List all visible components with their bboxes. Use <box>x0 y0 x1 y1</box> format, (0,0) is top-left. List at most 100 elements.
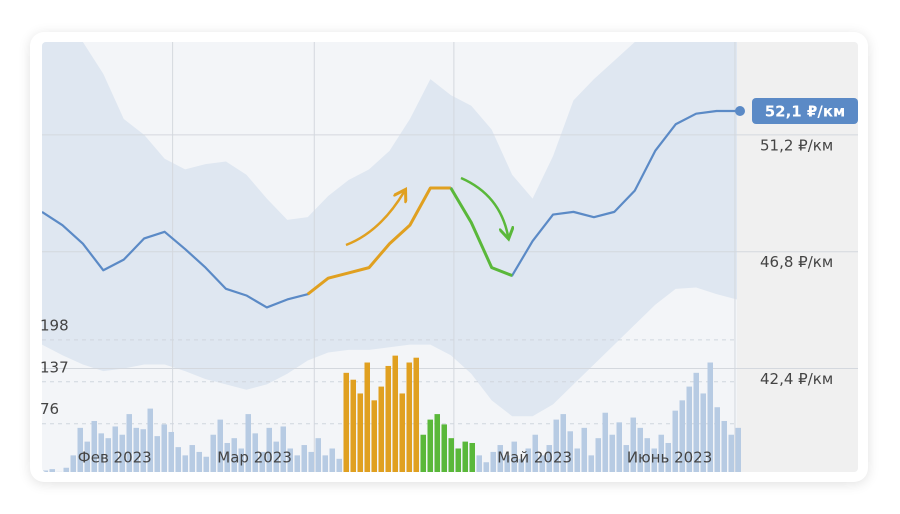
volume-bar <box>525 448 531 472</box>
volume-bar <box>588 455 594 472</box>
volume-bar <box>119 434 125 472</box>
down-arrow <box>460 176 508 236</box>
volume-bar <box>42 470 48 472</box>
volume-bar <box>49 469 55 472</box>
volume-bar <box>427 419 433 472</box>
volume-bar <box>378 386 384 472</box>
volume-bar <box>350 379 356 472</box>
volume-bar <box>434 414 440 472</box>
volume-bar <box>616 422 622 472</box>
volume-bar <box>672 410 678 472</box>
volume-bar <box>448 438 454 472</box>
last-label-box <box>752 98 858 125</box>
volume-bar <box>357 393 363 472</box>
volume-bar <box>637 427 643 472</box>
volume-bar <box>581 427 587 472</box>
volume-bar <box>665 442 671 472</box>
volume-bar <box>651 448 657 472</box>
x-tick-label: Фев 2023 <box>78 449 152 467</box>
volume-bar <box>490 451 496 472</box>
volume-bar <box>455 448 461 472</box>
volume-bar <box>420 434 426 472</box>
volume-bar <box>504 455 510 472</box>
volume-bar <box>595 438 601 472</box>
y2-tick-label: 76 <box>40 400 59 418</box>
volume-bar <box>175 447 181 472</box>
overlay: 51,2 ₽/км 46,8 ₽/км 42,4 ₽/км 198 137 76 Фев 2… <box>40 98 858 467</box>
volume-bar <box>532 434 538 472</box>
volume-bar <box>371 400 377 472</box>
volume-bar <box>728 434 734 472</box>
volume-bar <box>602 412 608 472</box>
band <box>42 42 737 417</box>
volume-bar <box>518 458 524 472</box>
volume-bar <box>210 434 216 472</box>
volume-bar <box>735 427 741 472</box>
volume-bar <box>700 393 706 472</box>
volume-bar <box>553 419 559 472</box>
volume-bar <box>707 362 713 472</box>
volume-bar <box>406 362 412 472</box>
volume-bar <box>560 414 566 472</box>
volume-bar <box>154 436 160 472</box>
volume-bar <box>392 355 398 472</box>
volume-bar <box>623 445 629 472</box>
volume-bar <box>196 451 202 472</box>
volume-bar <box>315 438 321 472</box>
volume-bar <box>721 420 727 472</box>
volume-bar <box>343 372 349 472</box>
volume-bar <box>77 427 83 472</box>
volume-bar <box>574 448 580 472</box>
volume-bar <box>630 417 636 472</box>
volume-bar <box>539 455 545 472</box>
volume-bar <box>91 420 97 472</box>
volume-bar <box>609 434 615 472</box>
volume-bar <box>259 451 265 472</box>
volume-bar <box>238 448 244 472</box>
volume-bar <box>329 448 335 472</box>
volume-bar <box>203 456 209 472</box>
last-point <box>735 106 745 117</box>
volume-bar <box>644 438 650 472</box>
volume-bar <box>336 458 342 472</box>
volume-bar <box>567 431 573 472</box>
y-tick-label: 42,4 ₽/км <box>760 370 833 388</box>
volume-bar <box>385 365 391 472</box>
volume-bar <box>105 438 111 472</box>
volume-bar <box>301 445 307 472</box>
volume-bar <box>287 448 293 472</box>
volume-bar <box>245 414 251 472</box>
volume-bar <box>56 471 62 472</box>
volume-bar <box>84 441 90 472</box>
volume-bar <box>70 455 76 472</box>
volume-bar <box>511 441 517 472</box>
volume-bar <box>714 407 720 472</box>
volume-bar <box>413 357 419 472</box>
volume-bar <box>189 445 195 472</box>
x-tick-label: Май 2023 <box>497 449 572 467</box>
volume-bar <box>686 386 692 472</box>
volume-bar <box>483 462 489 472</box>
volume-bar <box>476 455 482 472</box>
volume-bar <box>322 455 328 472</box>
volume-bar <box>273 441 279 472</box>
volume-bar <box>168 431 174 472</box>
volume-bar <box>280 426 286 472</box>
volume-bar <box>224 442 230 472</box>
volume-bar <box>147 408 153 472</box>
volume-bar <box>140 429 146 472</box>
x-tick-label: Мар 2023 <box>217 449 292 467</box>
volume-bar <box>294 455 300 472</box>
volume-bar <box>133 427 139 472</box>
volume-bar <box>217 419 223 472</box>
y-tick-label: 51,2 ₽/км <box>760 136 833 154</box>
volume-bar <box>126 414 132 472</box>
volume-bar <box>546 445 552 472</box>
volume-bar <box>658 434 664 472</box>
volume-bar <box>308 451 314 472</box>
volume-bar <box>63 467 69 472</box>
volume-bar <box>462 441 468 472</box>
up-arrow <box>345 192 404 247</box>
volume-bar <box>399 393 405 472</box>
volume-bar <box>182 455 188 472</box>
